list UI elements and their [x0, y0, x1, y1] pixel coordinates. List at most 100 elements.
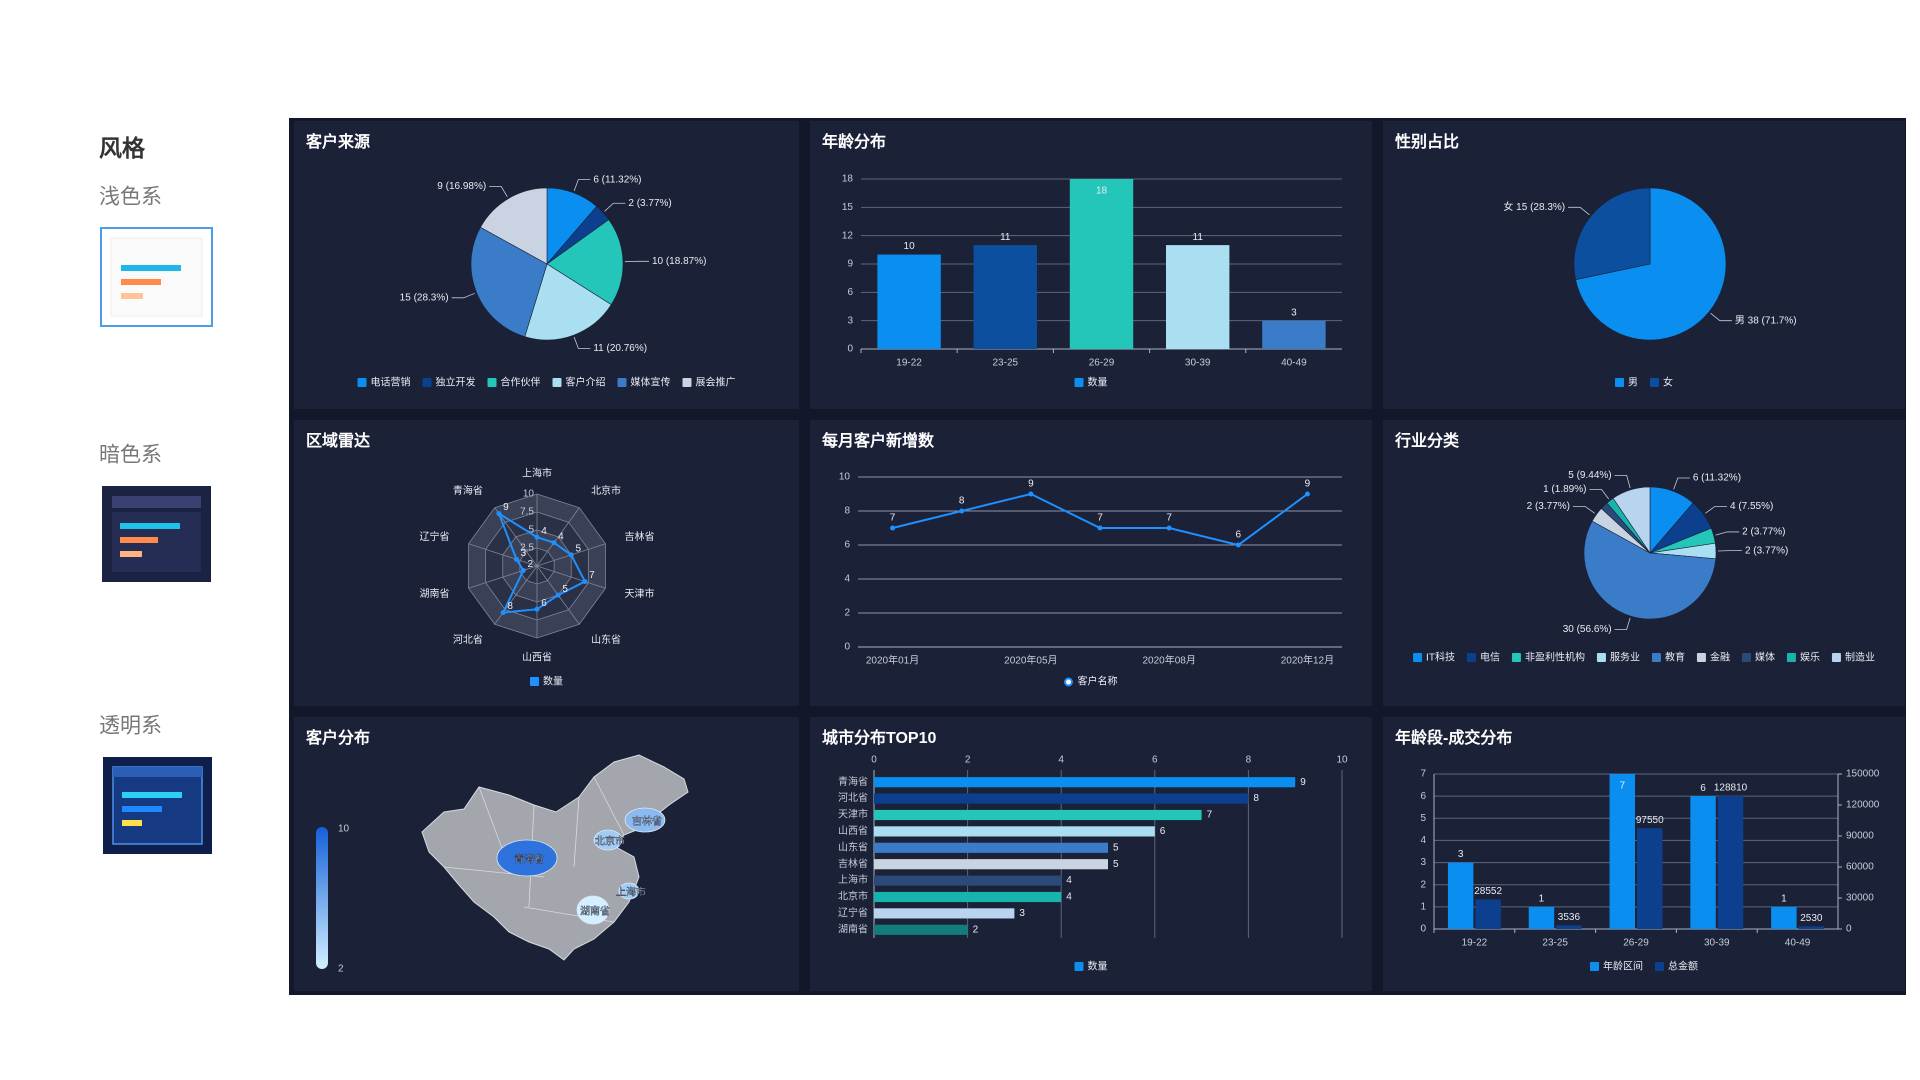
visual-map-bar	[316, 827, 328, 969]
legend-marker	[1786, 653, 1796, 662]
point-label: 9	[1305, 479, 1311, 490]
dark-style-thumbnail[interactable]	[102, 486, 211, 582]
legend-label[interactable]: 独立开发	[436, 376, 476, 389]
panel-title: 客户来源	[306, 132, 370, 151]
y-tick-label: 湖南省	[838, 922, 868, 935]
bar-value-label: 8	[1253, 793, 1259, 804]
point	[890, 525, 896, 531]
point	[1028, 491, 1034, 497]
legend-marker	[530, 677, 539, 686]
legend-label[interactable]: 男	[1628, 377, 1638, 389]
visual-map-max-label: 10	[338, 824, 350, 835]
x-tick-label: 40-49	[1281, 358, 1307, 369]
legend-marker	[1651, 653, 1661, 662]
point	[1166, 525, 1172, 531]
label-leader	[1589, 489, 1610, 500]
light-style-thumbnail[interactable]	[100, 227, 213, 327]
y2-tick-label: 60000	[1846, 862, 1874, 873]
y-tick-label: 山东省	[838, 840, 868, 853]
legend-row: 男女	[1615, 376, 1673, 389]
bar	[874, 826, 1155, 837]
legend-label[interactable]: 金融	[1710, 651, 1730, 664]
legend-label[interactable]: 年龄区间	[1603, 960, 1643, 973]
legend-marker	[1511, 653, 1521, 662]
pie-slice	[480, 187, 548, 265]
region-label: 青海省	[514, 853, 544, 866]
slice-label: 30 (56.6%)	[1563, 624, 1612, 635]
bar-value-label: 3	[1291, 307, 1297, 318]
radar-point	[496, 511, 502, 517]
radar-point	[568, 552, 574, 558]
y-tick-label: 4	[1420, 835, 1426, 846]
legend-label[interactable]: 数量	[1088, 960, 1108, 973]
slice-label: 男 38 (71.7%)	[1735, 314, 1797, 326]
bar-value-label: 5	[1113, 842, 1119, 853]
bar	[1637, 828, 1663, 929]
transparent-style-thumbnail[interactable]	[103, 757, 212, 854]
style-option-label: 暗色系	[99, 444, 162, 467]
panel: 行业分类 6 (11.32%) 4 (7.55%) 2 (3.77%) 2 (3.77%…	[1383, 420, 1905, 706]
x-tick-label: 6	[1152, 755, 1158, 766]
legend-label[interactable]: 服务业	[1610, 651, 1640, 664]
pie-slice	[1573, 187, 1651, 281]
legend-label[interactable]: 合作伙伴	[501, 376, 541, 389]
radar-category-label: 吉林省	[624, 530, 654, 543]
y-tick-label: 5	[1420, 813, 1426, 824]
legend-label[interactable]: 电话营销	[371, 376, 411, 389]
x-tick-label: 4	[1058, 755, 1064, 766]
radar-value-label: 9	[503, 502, 509, 513]
style-option-label: 浅色系	[99, 186, 162, 209]
point-label: 9	[1028, 479, 1034, 490]
legend-label[interactable]: 展会推广	[696, 376, 736, 389]
legend-label[interactable]: 女	[1663, 376, 1673, 389]
label-leader	[1614, 475, 1631, 489]
point-label: 7	[1097, 513, 1103, 524]
bar	[1771, 906, 1797, 929]
radar-point	[534, 606, 540, 612]
x-tick-label: 40-49	[1785, 938, 1811, 949]
radar-value-label: 4	[541, 526, 547, 537]
legend-label[interactable]: 电信	[1480, 651, 1500, 664]
x-tick-label: 0	[871, 755, 877, 766]
legend-label[interactable]: 媒体宣传	[631, 376, 671, 389]
y-tick-label: 2	[1420, 879, 1426, 890]
legend-label[interactable]: 教育	[1665, 651, 1685, 664]
y-tick-label: 0	[844, 642, 850, 653]
radar-value-label: 5	[562, 584, 568, 595]
panel-title: 行业分类	[1394, 431, 1460, 450]
pie-slice	[470, 226, 548, 338]
radar-point	[534, 534, 540, 540]
panel: 年龄分布 0 3 6 9 12 15 18 19-22 23-25 26-29 30-39 40-49 1…	[810, 121, 1372, 409]
legend-label[interactable]: 数量	[543, 675, 563, 688]
legend-label[interactable]: 娱乐	[1800, 651, 1820, 664]
legend-label[interactable]: 数量	[1088, 376, 1108, 389]
legend-label[interactable]: 客户名称	[1078, 675, 1118, 688]
bar	[874, 859, 1108, 870]
bar-value-label: 3	[1019, 908, 1025, 919]
slice-label: 6 (11.32%)	[1693, 473, 1741, 484]
legend-label[interactable]: 总金额	[1668, 960, 1698, 973]
y2-tick-label: 150000	[1846, 769, 1880, 780]
panel-background	[810, 717, 1372, 991]
legend-label[interactable]: 制造业	[1845, 651, 1875, 664]
legend-label[interactable]: 非盈利性机构	[1525, 651, 1585, 664]
y-tick-label: 12	[842, 230, 854, 241]
point	[1235, 542, 1241, 548]
radar-value-label: 6	[541, 598, 547, 609]
radar-point	[500, 610, 506, 616]
bar	[1798, 926, 1825, 929]
legend-marker	[1615, 378, 1624, 387]
x-tick-label: 19-22	[1462, 938, 1488, 949]
x-tick-label: 26-29	[1623, 938, 1649, 949]
label-leader	[1710, 312, 1732, 322]
bar	[1556, 925, 1582, 929]
legend-label[interactable]: 客户介绍	[566, 376, 606, 389]
legend-label[interactable]: IT科技	[1426, 651, 1455, 664]
visual-map-min-label: 2	[338, 964, 344, 975]
radar-value-label: 4	[558, 531, 564, 542]
radar-category-label: 青海省	[453, 484, 483, 497]
legend-label[interactable]: 媒体	[1755, 652, 1775, 664]
legend-marker	[357, 378, 367, 387]
label-leader	[1705, 505, 1727, 514]
